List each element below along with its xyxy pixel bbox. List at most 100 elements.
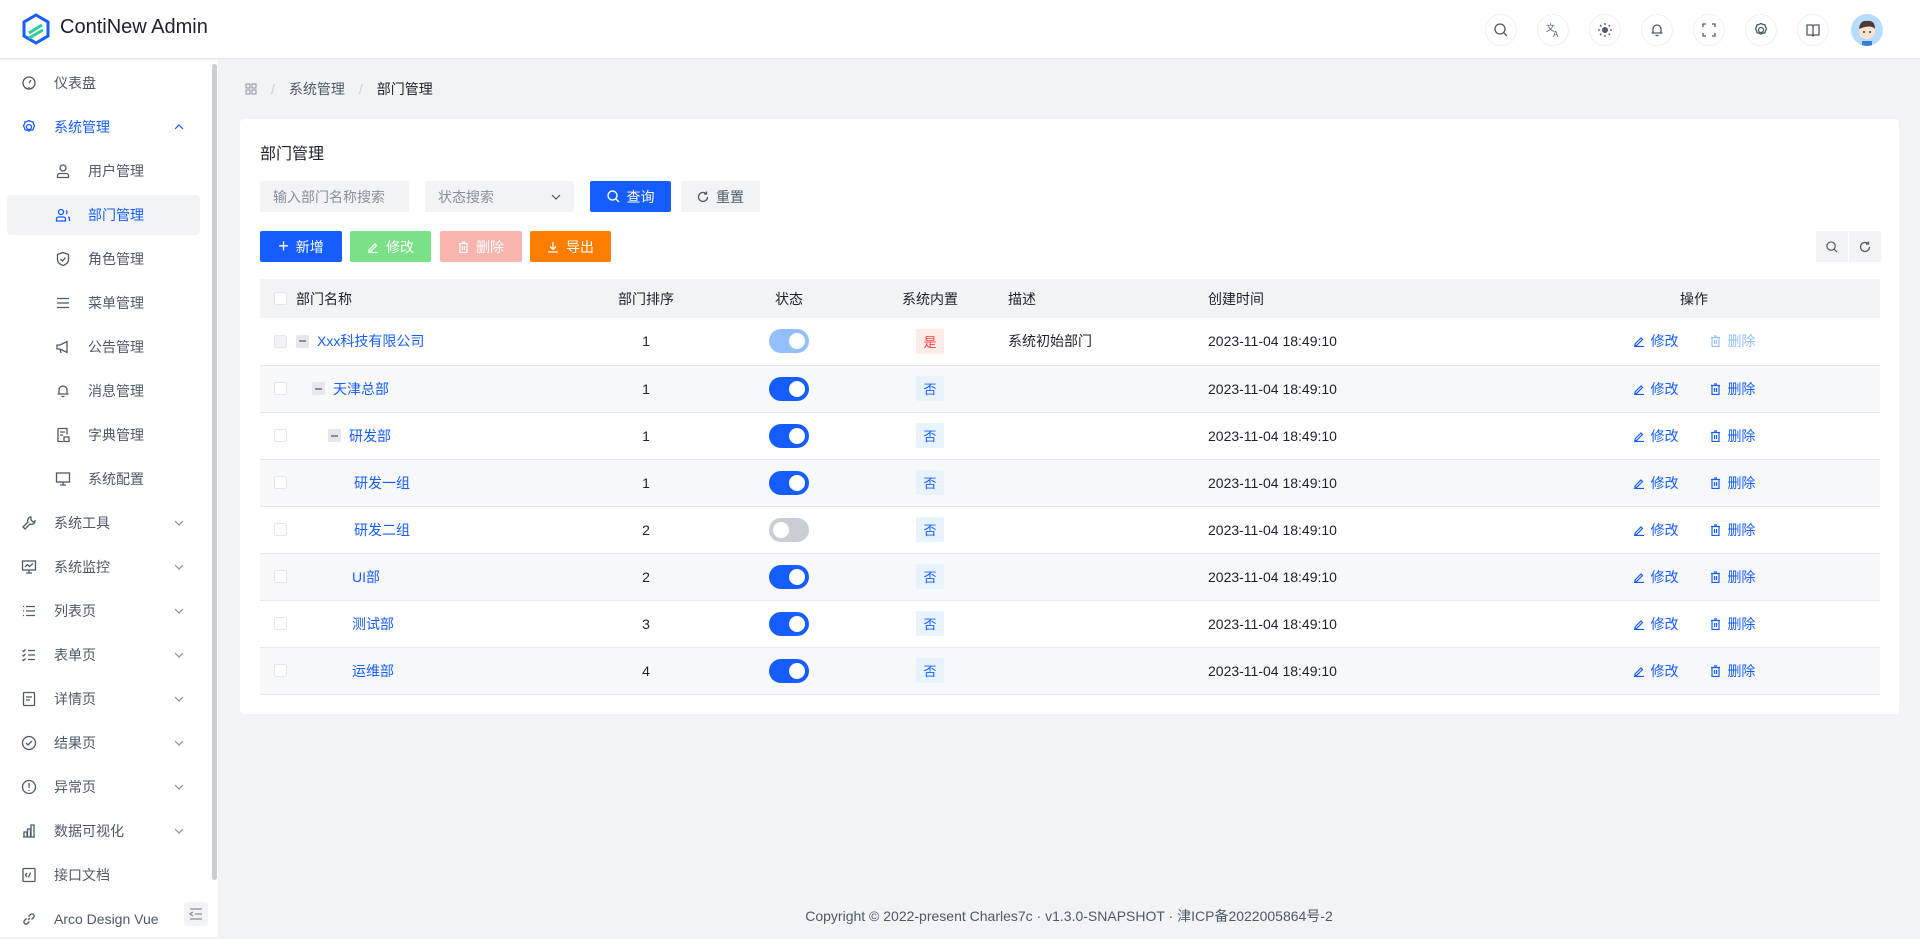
sidebar-item[interactable]: 消息管理 — [7, 371, 200, 411]
breadcrumb-item[interactable]: 系统管理 — [288, 81, 345, 97]
row-delete-button[interactable]: 删除 — [1710, 331, 1755, 351]
header-settings-button[interactable] — [1745, 14, 1777, 46]
builtin-badge: 否 — [916, 470, 944, 495]
status-switch[interactable] — [769, 611, 809, 636]
export-button[interactable]: 导出 — [530, 231, 611, 262]
sidebar-item[interactable]: 仪表盘 — [7, 63, 200, 103]
header-bell-button[interactable] — [1641, 14, 1673, 46]
sidebar-item[interactable]: 接口文档 — [7, 855, 200, 895]
sidebar-item[interactable]: 表单页 — [7, 635, 200, 675]
sidebar-item-label: 系统工具 — [54, 515, 110, 531]
row-delete-button[interactable]: 删除 — [1710, 661, 1755, 681]
row-checkbox[interactable] — [274, 570, 287, 583]
collapse-sidebar-button[interactable] — [184, 902, 208, 926]
sidebar-item[interactable]: 用户管理 — [7, 151, 200, 191]
row-checkbox[interactable] — [274, 429, 287, 442]
refresh-icon — [1859, 241, 1871, 252]
row-checkbox[interactable] — [274, 382, 287, 395]
query-button[interactable]: 查询 — [590, 181, 671, 212]
chevron-down-icon — [174, 828, 184, 834]
status-switch[interactable] — [769, 658, 809, 683]
dept-sort: 1 — [566, 365, 726, 413]
sidebar-item[interactable]: 列表页 — [7, 591, 200, 631]
sidebar-item-label: 字典管理 — [88, 427, 144, 443]
sidebar-item[interactable]: 系统配置 — [7, 459, 200, 499]
sidebar-item[interactable]: 字典管理 — [7, 415, 200, 455]
sidebar-item[interactable]: 系统管理 — [7, 107, 200, 147]
tree-collapse-icon[interactable] — [328, 429, 341, 442]
sidebar-item[interactable]: Arco Design Vue — [7, 899, 200, 939]
dept-name-search-input[interactable]: 输入部门名称搜索 — [260, 181, 409, 212]
gear-icon — [22, 119, 36, 132]
tree-collapse-icon[interactable] — [312, 382, 325, 395]
add-button[interactable]: + 新增 — [260, 231, 342, 262]
dept-name[interactable]: 天津总部 — [333, 380, 389, 397]
table-refresh-button[interactable] — [1849, 231, 1881, 262]
header-theme-button[interactable] — [1589, 14, 1621, 46]
status-switch[interactable] — [769, 517, 809, 542]
row-edit-button[interactable]: 修改 — [1633, 379, 1679, 399]
row-edit-button[interactable]: 修改 — [1633, 426, 1679, 446]
edit-button[interactable]: 修改 — [350, 231, 431, 262]
dept-name[interactable]: 运维部 — [352, 662, 394, 679]
row-edit-button[interactable]: 修改 — [1633, 661, 1679, 681]
row-delete-button[interactable]: 删除 — [1710, 379, 1755, 399]
dept-name[interactable]: Xxx科技有限公司 — [317, 333, 425, 350]
row-checkbox[interactable] — [274, 523, 287, 536]
row-delete-button[interactable]: 删除 — [1710, 614, 1755, 634]
export-label: 导出 — [566, 238, 594, 255]
row-edit-button[interactable]: 修改 — [1633, 520, 1679, 540]
sidebar-item[interactable]: 数据可视化 — [7, 811, 200, 851]
row-checkbox[interactable] — [274, 617, 287, 630]
sidebar-item[interactable]: 异常页 — [7, 767, 200, 807]
row-checkbox[interactable] — [274, 334, 287, 348]
row-edit-button[interactable]: 修改 — [1633, 614, 1679, 634]
row-delete-button[interactable]: 删除 — [1710, 473, 1755, 493]
file-icon — [21, 691, 37, 707]
row-edit-button[interactable]: 修改 — [1633, 473, 1679, 493]
sidebar-item[interactable]: 菜单管理 — [7, 283, 200, 323]
sidebar-item[interactable]: 角色管理 — [7, 239, 200, 279]
row-delete-button[interactable]: 删除 — [1710, 567, 1755, 587]
avatar[interactable] — [1851, 14, 1883, 46]
sidebar-item[interactable]: 详情页 — [7, 679, 200, 719]
status-switch[interactable] — [769, 470, 809, 495]
row-checkbox[interactable] — [274, 476, 287, 489]
dept-name[interactable]: 研发二组 — [354, 521, 410, 538]
dept-name[interactable]: UI部 — [352, 568, 380, 585]
status-switch[interactable] — [769, 423, 809, 448]
status-switch[interactable] — [769, 376, 809, 401]
monitor-icon — [21, 560, 37, 574]
row-checkbox[interactable] — [274, 664, 287, 677]
col-header-name: 部门名称 — [296, 279, 566, 318]
sidebar-item[interactable]: 公告管理 — [7, 327, 200, 367]
sidebar-item[interactable]: 部门管理 — [7, 195, 200, 235]
header-book-button[interactable] — [1797, 14, 1829, 46]
dept-name[interactable]: 测试部 — [352, 615, 394, 632]
row-delete-button[interactable]: 删除 — [1710, 426, 1755, 446]
status-switch[interactable] — [769, 564, 809, 589]
tree-collapse-icon[interactable] — [296, 334, 309, 348]
sidebar-item[interactable]: 系统监控 — [7, 547, 200, 587]
sidebar-item[interactable]: 系统工具 — [7, 503, 200, 543]
table-search-toggle[interactable] — [1816, 231, 1848, 262]
delete-button[interactable]: 删除 — [440, 231, 522, 262]
row-edit-button[interactable]: 修改 — [1633, 331, 1679, 351]
status-select[interactable]: 状态搜索 — [425, 181, 574, 212]
col-header-sort: 部门排序 — [566, 279, 726, 318]
row-delete-button[interactable]: 删除 — [1710, 520, 1755, 540]
dept-name[interactable]: 研发部 — [349, 427, 391, 444]
select-all-checkbox[interactable] — [274, 292, 287, 305]
dept-name[interactable]: 研发一组 — [354, 474, 410, 491]
sidebar-scrollbar[interactable] — [212, 64, 217, 880]
apps-icon[interactable] — [245, 83, 257, 95]
sidebar-item[interactable]: 结果页 — [7, 723, 200, 763]
header-fullscreen-button[interactable] — [1693, 14, 1725, 46]
status-switch[interactable] — [769, 329, 809, 354]
reset-button[interactable]: 重置 — [681, 181, 760, 212]
header-search-button[interactable] — [1485, 14, 1517, 46]
row-edit-label: 修改 — [1650, 427, 1679, 444]
row-edit-button[interactable]: 修改 — [1633, 567, 1679, 587]
sidebar-item-label: 异常页 — [54, 779, 96, 795]
